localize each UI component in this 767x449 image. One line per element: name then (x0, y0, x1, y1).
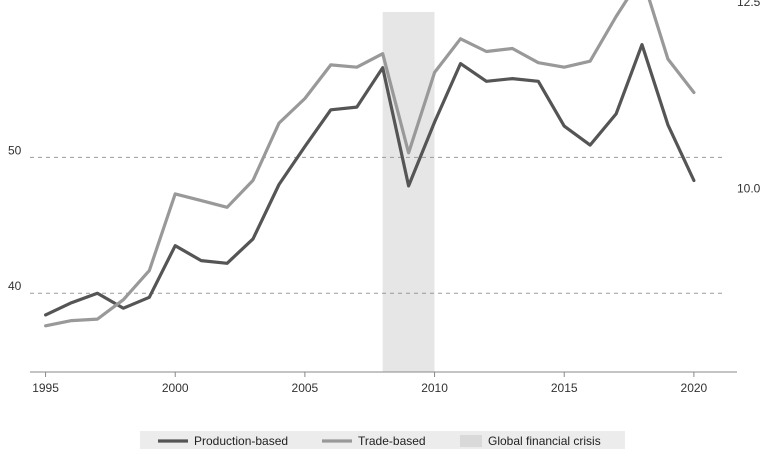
x-tick-label: 2020 (681, 381, 708, 395)
y-right-tick-label: 12.5 (737, 0, 761, 9)
series-line (43, 0, 696, 328)
x-tick-label: 2015 (551, 381, 578, 395)
series-layer (43, 0, 696, 328)
legend: Production-based Trade-based Global financ… (140, 431, 625, 449)
legend-label: Global financial crisis (488, 434, 601, 448)
legend-label: Production-based (194, 434, 288, 448)
shaded-region-layer (382, 12, 435, 372)
series-line (43, 42, 696, 317)
axis-layer: 50 40 12.5 10.0 1995 2000 2005 2010 2015 2020 (8, 0, 761, 395)
crisis-shaded-region (382, 12, 435, 372)
legend-label: Trade-based (358, 434, 426, 448)
x-tick-label: 1995 (32, 381, 59, 395)
y-left-tick-label: 40 (8, 279, 22, 293)
y-right-tick-label: 10.0 (737, 181, 761, 195)
legend-swatch-box (460, 435, 482, 447)
legend-background (140, 431, 625, 449)
x-tick-label: 2005 (292, 381, 319, 395)
x-tick-label: 2010 (421, 381, 448, 395)
x-tick-label: 2000 (162, 381, 189, 395)
grid-layer (30, 156, 725, 294)
y-left-tick-label: 50 (8, 143, 22, 157)
